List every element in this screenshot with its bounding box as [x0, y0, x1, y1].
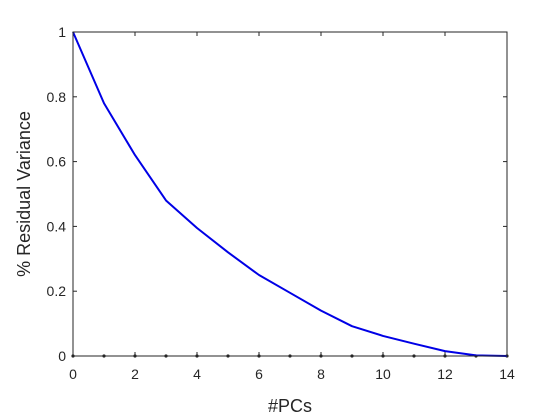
- x-tick-label: 12: [437, 366, 453, 382]
- series-line: [72, 31, 508, 357]
- x-tick-label: 0: [69, 366, 77, 382]
- x-tick-label: 8: [317, 366, 325, 382]
- y-tick-label: 0.2: [47, 283, 67, 299]
- y-tick-label: 1: [58, 24, 66, 40]
- plot-area: [73, 32, 507, 356]
- x-tick-label: 6: [255, 366, 263, 382]
- y-tick-label: 0: [58, 348, 66, 364]
- y-tick-label: 0.4: [47, 218, 67, 234]
- axis-ticks: 0 2 4 6 8 10 12 14 0 0.2 0.4 0.6 0.8 1: [47, 24, 515, 382]
- x-tick-label: 4: [193, 366, 201, 382]
- y-tick-label: 0.6: [47, 154, 67, 170]
- y-tick-label: 0.8: [47, 89, 67, 105]
- axes-box: [72, 31, 508, 357]
- x-tick-label: 14: [499, 366, 515, 382]
- x-tick-label: 2: [131, 366, 139, 382]
- x-axis-label: #PCs: [268, 396, 312, 416]
- x-tick-label: 10: [375, 366, 391, 382]
- y-axis-label: % Residual Variance: [14, 111, 34, 277]
